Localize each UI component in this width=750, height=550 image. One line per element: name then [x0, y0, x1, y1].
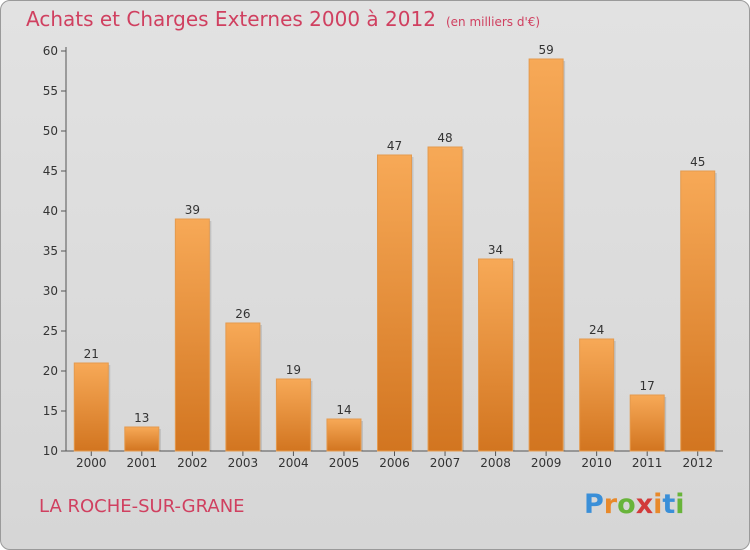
x-tick-label: 2012 [682, 456, 713, 470]
bar [478, 258, 514, 452]
bar [377, 154, 412, 452]
y-tick-label: 15 [43, 404, 58, 418]
bar-value-label: 47 [387, 139, 402, 153]
x-tick-label: 2000 [76, 456, 107, 470]
labels: 21 2000 13 2001 39 2002 26 2003 19 2004 14 2005 47 20… [76, 43, 713, 470]
bar [528, 58, 564, 452]
y-tick-label: 35 [43, 244, 58, 258]
x-tick-label: 2001 [127, 456, 158, 470]
x-tick-label: 2007 [430, 456, 461, 470]
logo-letter: i [653, 489, 663, 520]
bar-value-label: 45 [690, 155, 705, 169]
bar [427, 146, 463, 452]
bar-value-label: 13 [134, 411, 149, 425]
x-tick-label: 2011 [632, 456, 663, 470]
y-tick-label: 50 [43, 124, 58, 138]
y-tick-label: 20 [43, 364, 58, 378]
chart-title: Achats et Charges Externes 2000 à 2012 [26, 7, 436, 31]
x-tick-label: 2002 [177, 456, 208, 470]
logo-letter: i [675, 489, 685, 520]
y-tick-label: 40 [43, 204, 58, 218]
bar-value-label: 26 [235, 307, 250, 321]
x-tick-label: 2005 [329, 456, 360, 470]
chart-title-area: Achats et Charges Externes 2000 à 2012 (e… [26, 7, 540, 31]
y-tick-label: 25 [43, 324, 58, 338]
x-tick-label: 2009 [531, 456, 562, 470]
bar [579, 338, 615, 452]
bar [174, 218, 210, 452]
y-tick-label: 45 [43, 164, 58, 178]
logo-letter: x [635, 489, 654, 520]
x-tick-label: 2003 [228, 456, 259, 470]
logo-letter: t [662, 489, 676, 520]
bars [73, 58, 717, 452]
bar-value-label: 48 [437, 131, 452, 145]
bar-value-label: 24 [589, 323, 604, 337]
axes: 10 15 20 25 30 35 40 45 50 55 60 [43, 44, 723, 458]
logo-letter: P [584, 489, 604, 520]
x-tick-label: 2008 [480, 456, 511, 470]
y-tick-label: 60 [43, 44, 58, 58]
bar-value-label: 19 [286, 363, 301, 377]
chart-unit-note: (en milliers d'€) [445, 15, 541, 29]
x-tick-label: 2004 [278, 456, 309, 470]
bar [124, 426, 160, 452]
bar [275, 378, 311, 452]
bar-value-label: 39 [185, 203, 200, 217]
bar [225, 322, 261, 452]
bar [680, 170, 716, 452]
y-tick-label: 10 [43, 444, 58, 458]
bar-value-label: 21 [84, 347, 99, 361]
bar-value-label: 14 [336, 403, 351, 417]
bar-value-label: 59 [538, 43, 553, 57]
y-tick-label: 30 [43, 284, 58, 298]
logo-letter: o [617, 489, 636, 520]
location-name: LA ROCHE-SUR-GRANE [39, 496, 245, 517]
y-tick-label: 55 [43, 84, 58, 98]
logo-letter: r [603, 489, 618, 520]
bar [73, 362, 109, 452]
x-tick-label: 2006 [379, 456, 410, 470]
x-tick-label: 2010 [581, 456, 612, 470]
bar-value-label: 17 [640, 379, 655, 393]
bar [629, 394, 665, 452]
proxiti-logo: Proxiti [584, 489, 685, 520]
bar [326, 418, 362, 452]
bar-value-label: 34 [488, 243, 503, 257]
